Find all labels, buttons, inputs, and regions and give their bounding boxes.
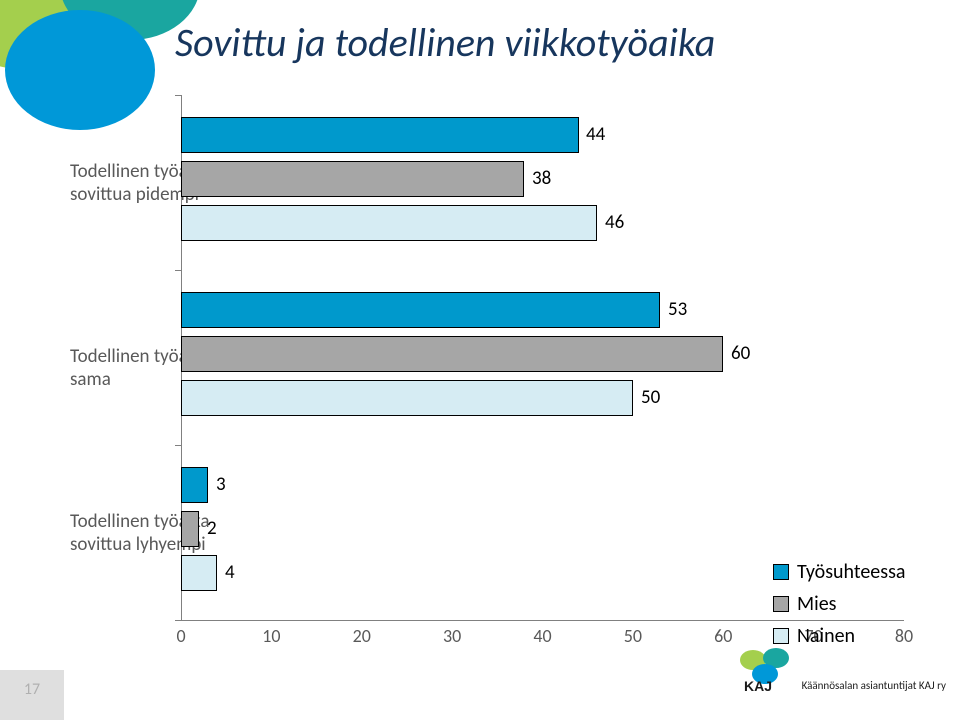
legend-label: Työsuhteessa	[797, 560, 905, 584]
chart-title: Sovittu ja todellinen viikkotyöaika	[175, 18, 715, 67]
bar	[181, 467, 208, 503]
legend-item: Nainen	[773, 624, 905, 648]
legend-label: Nainen	[797, 624, 855, 648]
y-tick	[175, 270, 181, 271]
svg-text:KAJ: KAJ	[744, 678, 772, 692]
bar-value: 3	[212, 467, 226, 503]
bar-value: 60	[727, 336, 750, 372]
y-tick	[175, 620, 181, 621]
bar	[181, 336, 723, 372]
bar-value: 2	[203, 511, 217, 547]
legend-swatch	[773, 596, 789, 612]
bar	[181, 117, 579, 153]
logo-icon: KAJ	[738, 648, 796, 692]
bar-value: 50	[637, 380, 660, 416]
bar	[181, 205, 597, 241]
bar-group: 44 38 46	[181, 117, 904, 249]
slide: { "title": "Sovittu ja todellinen viikko…	[0, 0, 960, 720]
bar	[181, 511, 199, 547]
x-tick: 30	[443, 625, 461, 647]
x-tick: 0	[176, 625, 185, 647]
legend: Työsuhteessa Mies Nainen	[773, 560, 905, 656]
bar-value: 53	[664, 292, 687, 328]
y-tick	[175, 445, 181, 446]
x-tick: 60	[714, 625, 732, 647]
legend-item: Työsuhteessa	[773, 560, 905, 584]
x-tick: 20	[353, 625, 371, 647]
x-tick: 40	[533, 625, 551, 647]
bar	[181, 555, 217, 591]
bar-value: 38	[528, 161, 551, 197]
legend-label: Mies	[797, 592, 836, 616]
bar	[181, 292, 660, 328]
bar	[181, 161, 524, 197]
legend-swatch	[773, 564, 789, 580]
bar-value: 44	[582, 117, 605, 153]
x-tick: 10	[262, 625, 280, 647]
bar	[181, 380, 633, 416]
y-tick	[175, 95, 181, 96]
legend-item: Mies	[773, 592, 905, 616]
bar-value: 46	[601, 205, 624, 241]
page-number: 17	[12, 680, 52, 699]
footer-logo: KAJ Käännösalan asiantuntijat KAJ ry	[738, 648, 946, 692]
bar-value: 4	[221, 555, 235, 591]
bar-group: 53 60 50	[181, 292, 904, 424]
logo-text: Käännösalan asiantuntijat KAJ ry	[802, 679, 946, 692]
legend-swatch	[773, 628, 789, 644]
x-tick: 50	[624, 625, 642, 647]
